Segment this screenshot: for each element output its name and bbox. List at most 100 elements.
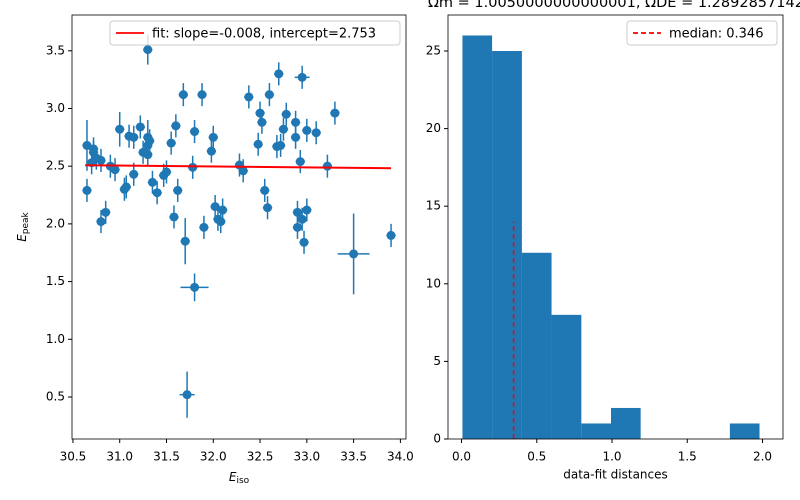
point [299,237,309,247]
x-axis-label: data-fit distances [563,468,668,482]
point [218,205,228,215]
point [143,45,153,55]
point [101,207,111,217]
y-tick-label: 25 [426,44,441,58]
y-tick-label: 3.0 [46,101,65,115]
point [110,165,120,175]
y-tick-label: 1.5 [46,274,65,288]
point [292,222,302,232]
x-tick-label: 32.5 [247,450,274,464]
y-tick-label: 20 [426,121,441,135]
x-tick-label: 31.5 [153,450,180,464]
y-axis-label-base: E [15,234,29,242]
point [292,207,302,217]
point [302,205,312,215]
x-tick-label: 0.0 [452,450,471,464]
point [147,177,157,187]
point [152,188,162,198]
x-tick-label: 0.5 [527,450,546,464]
legend-box [626,20,778,46]
point [178,90,188,100]
point [96,155,106,165]
y-axis-label-sub: peak [21,211,31,234]
bar [462,35,493,440]
point [386,230,396,240]
point [302,125,312,135]
point [297,72,307,82]
point [295,157,305,167]
x-tick-label: 30.5 [60,450,87,464]
point [190,282,200,292]
x-tick-label: 1.0 [602,450,621,464]
point [253,139,263,149]
point [182,390,192,400]
x-tick-label: 1.5 [678,450,697,464]
y-tick-label: 2.0 [46,216,65,230]
bar [492,51,522,439]
x-axis-label-base: E [229,470,237,484]
point [197,90,207,100]
y-tick-label: 5 [433,354,441,368]
point [281,109,291,119]
point [264,90,274,100]
point [206,146,216,156]
point [276,140,286,150]
point [115,124,125,134]
point [349,249,359,259]
axes-frame [447,14,784,440]
point [169,212,179,222]
y-tick-label: 0.5 [46,389,65,403]
point [173,185,183,195]
point [257,117,267,127]
bar [610,407,641,439]
y-tick-label: 15 [426,199,441,213]
point [311,128,321,138]
point [260,185,270,195]
bar [521,252,552,439]
point [96,217,106,227]
point [135,122,145,132]
x-tick-label: 33.5 [340,450,367,464]
legend-label: fit: slope=-0.008, intercept=2.753 [152,27,376,42]
x-axis-label-sub: iso [236,476,249,486]
y-tick-label: 3.5 [46,43,65,57]
point [274,69,284,79]
point [145,136,155,146]
point [238,166,248,176]
point [190,127,200,137]
point [199,222,209,232]
y-tick-label: 10 [426,276,441,290]
x-tick-label: 33.0 [293,450,320,464]
legend-box [109,20,401,46]
point [143,150,153,160]
y-tick-label: 1.0 [46,332,65,346]
point [188,162,198,172]
point [297,214,307,224]
point [89,147,99,157]
point [216,217,226,227]
x-axis-label: Eiso [229,470,250,486]
point [291,132,301,142]
point [129,169,139,179]
chart-title: Ωm = 1.0050000000000001, ΩDE = 1.2892857… [428,0,800,11]
point [322,161,332,171]
point [291,117,301,127]
x-tick-label: 31.0 [106,450,133,464]
fit-line [85,164,392,170]
point [171,121,181,131]
axes-frame [71,14,407,440]
point [208,132,218,142]
bar [551,314,582,439]
point [129,132,139,142]
x-tick-label: 32.0 [200,450,227,464]
point [244,92,254,102]
point [278,124,288,134]
point [180,236,190,246]
point [255,108,265,118]
x-tick-label: 34.0 [387,450,414,464]
point [330,108,340,118]
x-tick-label: 2.0 [753,450,772,464]
point [166,138,176,148]
bar [729,423,760,439]
